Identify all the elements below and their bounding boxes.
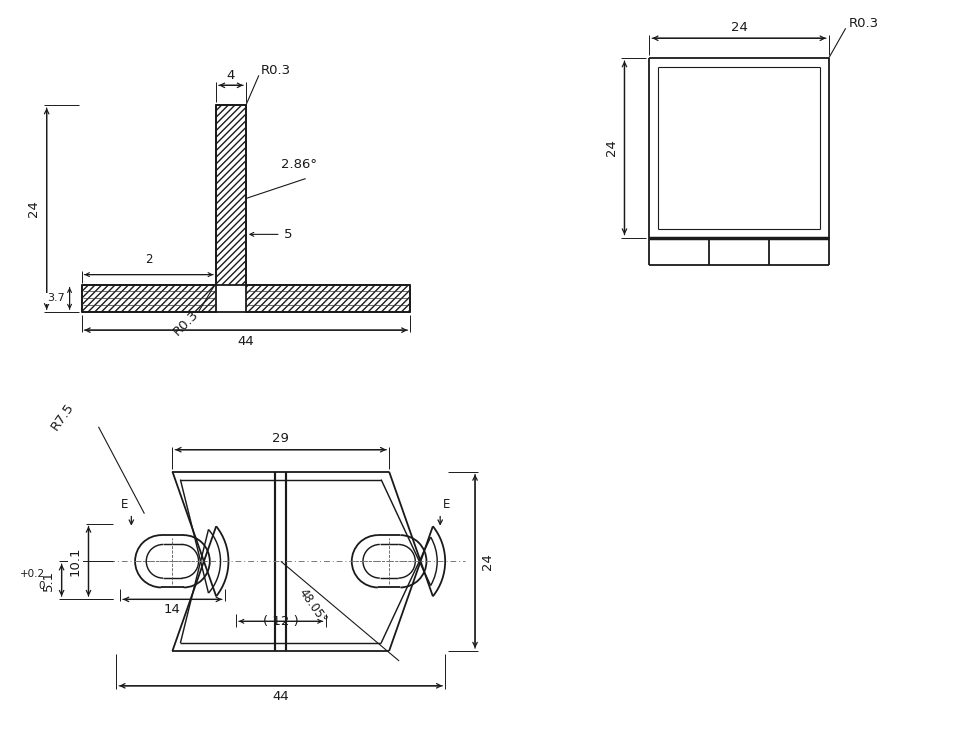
Text: 10.1: 10.1 (69, 547, 82, 576)
Polygon shape (245, 285, 410, 312)
Text: 0: 0 (38, 581, 45, 591)
Text: 14: 14 (164, 603, 181, 616)
Text: 5.1: 5.1 (42, 570, 56, 591)
Text: ( 12 ): ( 12 ) (263, 615, 299, 628)
Text: 44: 44 (238, 335, 254, 347)
Polygon shape (82, 285, 216, 312)
Text: 3.7: 3.7 (47, 293, 64, 303)
Text: E: E (443, 498, 451, 510)
Text: 48.05°: 48.05° (296, 586, 329, 626)
Text: R0.3: R0.3 (170, 307, 202, 338)
Text: 24: 24 (27, 200, 40, 217)
Text: 5: 5 (283, 228, 292, 241)
Text: 29: 29 (273, 433, 289, 445)
Text: 24: 24 (730, 21, 747, 34)
Text: 4: 4 (227, 69, 235, 82)
Text: E: E (121, 498, 129, 510)
Text: 24: 24 (605, 139, 618, 157)
Text: 2.86°: 2.86° (281, 157, 317, 171)
Text: R7.5: R7.5 (49, 401, 77, 433)
Text: 44: 44 (273, 690, 289, 703)
Text: R0.3: R0.3 (261, 64, 291, 77)
Polygon shape (216, 105, 245, 285)
Text: 24: 24 (481, 553, 495, 570)
Text: 2: 2 (145, 252, 153, 266)
Text: +0.2: +0.2 (19, 570, 45, 580)
Text: R0.3: R0.3 (848, 17, 879, 30)
